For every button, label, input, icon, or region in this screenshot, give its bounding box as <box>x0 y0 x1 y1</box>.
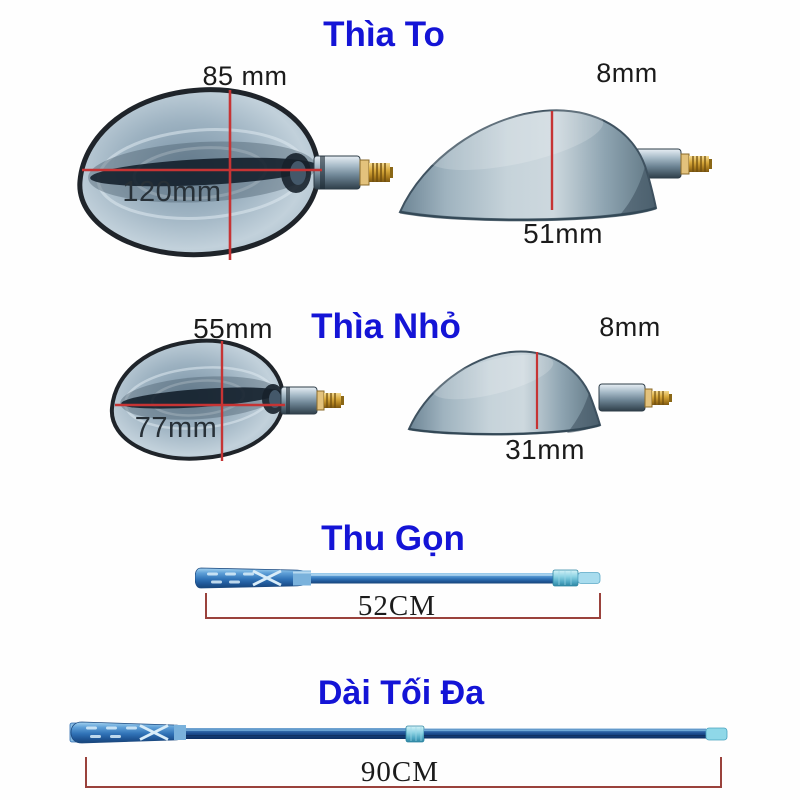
extended-length-label: 90CM <box>360 756 440 788</box>
big-spoon-width-label: 85 mm <box>202 61 288 91</box>
extended-rod-photo <box>69 721 728 744</box>
big-spoon-height-label: 51mm <box>523 218 603 249</box>
collapsed-length-label: 52CM <box>357 590 437 622</box>
small-spoon-thread-label: 8mm <box>599 312 661 342</box>
big-spoon-top-photo <box>77 87 393 260</box>
big-spoon-title: Thìa To <box>323 15 445 54</box>
collapsed-rod-photo <box>195 567 601 589</box>
big-spoon-side-photo <box>398 109 712 222</box>
collapsed-rod-title: Thu Gọn <box>321 519 465 558</box>
dimension-bracket <box>205 593 601 619</box>
big-spoon-thread-label: 8mm <box>596 58 658 88</box>
big-spoon-length-label: 120mm <box>122 176 222 208</box>
small-spoon-height-label: 31mm <box>505 434 585 465</box>
small-spoon-length-label: 77mm <box>134 412 218 444</box>
small-spoon-top-photo <box>109 338 344 461</box>
extended-rod-title: Dài Tối Đa <box>317 674 485 712</box>
dimension-bracket <box>85 757 722 788</box>
small-spoon-title: Thìa Nhỏ <box>311 307 461 346</box>
small-spoon-side-photo <box>407 350 672 436</box>
